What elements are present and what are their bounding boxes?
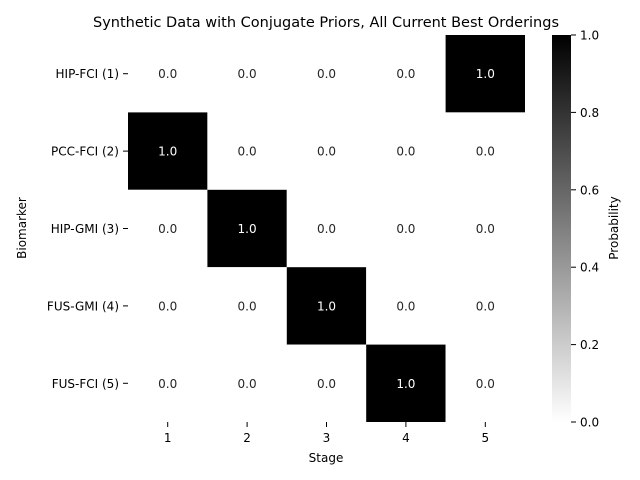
heatmap-cell xyxy=(207,35,287,113)
x-tick-label: 2 xyxy=(243,431,251,445)
cell-value-label: 0.0 xyxy=(396,67,415,81)
cell-value-label: 0.0 xyxy=(317,67,336,81)
y-tick-label: HIP-GMI (3) xyxy=(51,222,119,236)
cell-value-label: 0.0 xyxy=(476,377,495,391)
heatmap-cell xyxy=(366,35,446,113)
colorbar-tick-label: 0.2 xyxy=(580,338,599,352)
cell-value-label: 0.0 xyxy=(317,145,336,159)
colorbar xyxy=(552,35,571,422)
heatmap-cell xyxy=(128,189,208,268)
heatmap-cell xyxy=(207,267,287,345)
cell-value-label: 1.0 xyxy=(158,145,177,159)
heatmap-cell xyxy=(286,35,367,113)
heatmap-cell xyxy=(286,344,367,422)
x-tick-labels: 1 2 3 4 5 xyxy=(164,422,489,445)
heatmap-cell xyxy=(128,267,208,345)
cell-value-label: 0.0 xyxy=(396,299,415,313)
cell-value-label: 1.0 xyxy=(476,67,495,81)
heatmap-cell xyxy=(366,344,446,422)
x-tick-label: 5 xyxy=(481,431,489,445)
x-tick-label: 3 xyxy=(323,431,331,445)
heatmap-cell xyxy=(128,112,208,190)
heatmap-cell xyxy=(286,189,367,268)
heatmap-cell xyxy=(286,267,367,345)
cell-value-label: 0.0 xyxy=(476,299,495,313)
heatmap-cell xyxy=(445,267,525,345)
cell-value-label: 1.0 xyxy=(396,377,415,391)
cell-value-label: 0.0 xyxy=(317,377,336,391)
heatmap-cell xyxy=(366,112,446,190)
y-axis-label: Biomarker xyxy=(15,197,29,259)
heatmap-cells: 0.0 0.0 0.0 0.0 1.0 1.0 0.0 0.0 0.0 0.0 0.0 1.0 0.0 0… xyxy=(128,35,525,422)
cell-value-label: 0.0 xyxy=(238,67,257,81)
colorbar-tick-label: 1.0 xyxy=(580,29,599,43)
heatmap-cell xyxy=(128,35,208,113)
cell-value-label: 0.0 xyxy=(238,299,257,313)
cell-value-label: 0.0 xyxy=(396,222,415,236)
colorbar-ticks: 0.0 0.2 0.4 0.6 0.8 1.0 xyxy=(571,29,599,430)
heatmap-cell xyxy=(207,189,287,268)
cell-value-label: 1.0 xyxy=(238,222,257,236)
colorbar-tick-label: 0.0 xyxy=(580,416,599,430)
cell-value-label: 0.0 xyxy=(238,377,257,391)
heatmap-cell xyxy=(445,344,525,422)
x-axis-label: Stage xyxy=(309,451,344,465)
heatmap-cell xyxy=(128,344,208,422)
colorbar-label: Probability xyxy=(607,196,621,259)
y-tick-label: PCC-FCI (2) xyxy=(51,145,119,159)
heatmap-cell xyxy=(366,267,446,345)
heatmap-cell xyxy=(207,112,287,190)
heatmap-cell xyxy=(445,35,525,113)
y-tick-label: FUS-GMI (4) xyxy=(47,299,119,313)
cell-value-label: 0.0 xyxy=(158,299,177,313)
cell-value-label: 0.0 xyxy=(396,145,415,159)
cell-value-label: 0.0 xyxy=(476,222,495,236)
x-tick-label: 4 xyxy=(402,431,410,445)
heatmap-cell xyxy=(445,189,525,268)
heatmap-cell xyxy=(366,189,446,268)
cell-value-label: 0.0 xyxy=(158,377,177,391)
heatmap-cell xyxy=(207,344,287,422)
cell-value-label: 1.0 xyxy=(317,299,336,313)
y-tick-label: FUS-FCI (5) xyxy=(52,377,119,391)
y-tick-label: HIP-FCI (1) xyxy=(56,67,120,81)
cell-value-label: 0.0 xyxy=(476,145,495,159)
heatmap-cell xyxy=(286,112,367,190)
colorbar-tick-label: 0.8 xyxy=(580,106,599,120)
cell-value-label: 0.0 xyxy=(158,67,177,81)
cell-value-label: 0.0 xyxy=(238,145,257,159)
colorbar-tick-label: 0.6 xyxy=(580,183,599,197)
cell-value-label: 0.0 xyxy=(158,222,177,236)
cell-value-label: 0.0 xyxy=(317,222,336,236)
heatmap-cell xyxy=(445,112,525,190)
y-tick-labels: HIP-FCI (1) PCC-FCI (2) HIP-GMI (3) FUS-GMI… xyxy=(47,67,128,391)
chart-title: Synthetic Data with Conjugate Priors, Al… xyxy=(93,15,559,31)
colorbar-tick-label: 0.4 xyxy=(580,261,599,275)
x-tick-label: 1 xyxy=(164,431,172,445)
